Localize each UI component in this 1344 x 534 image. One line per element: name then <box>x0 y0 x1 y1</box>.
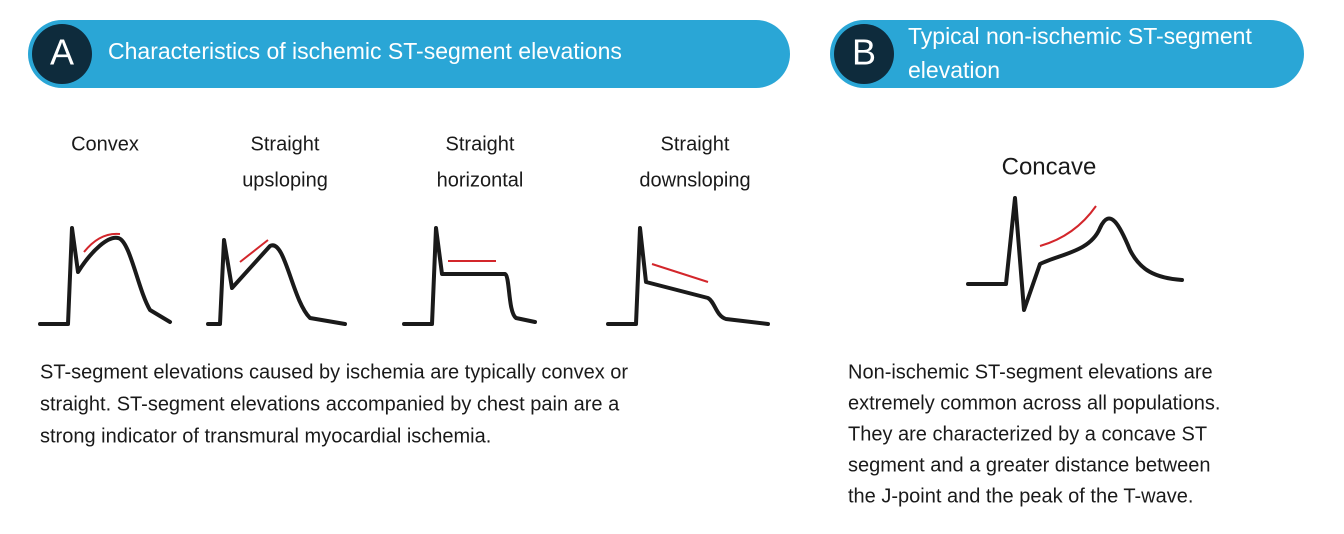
waveform <box>38 226 172 326</box>
waveform-label: Concave <box>1002 153 1097 180</box>
description-line: ST-segment elevations caused by ischemia… <box>40 361 628 383</box>
waveform-label: horizontal <box>437 169 524 191</box>
waveform-label: downsloping <box>639 169 750 191</box>
description-line: extremely common across all populations. <box>848 392 1220 414</box>
description-line: segment and a greater distance between <box>848 454 1210 476</box>
description-line: They are characterized by a concave ST <box>848 423 1207 445</box>
waveform <box>402 226 537 326</box>
panel-letter: A <box>50 32 74 73</box>
description-line: strong indicator of transmural myocardia… <box>40 425 491 447</box>
waveform-label: upsloping <box>242 169 328 191</box>
waveform-label: Straight <box>446 133 515 155</box>
waveform-label: Convex <box>71 133 139 155</box>
header-pill <box>830 20 1304 88</box>
panel-title: elevation <box>908 57 1000 83</box>
waveform-label: Straight <box>251 133 320 155</box>
waveform <box>206 238 347 326</box>
description-line: Non-ischemic ST-segment elevations are <box>848 361 1213 383</box>
description-line: the J-point and the peak of the T-wave. <box>848 485 1193 507</box>
st-marker <box>651 263 709 283</box>
letter-badge <box>32 24 92 84</box>
waveform-label: Straight <box>661 133 730 155</box>
letter-badge <box>834 24 894 84</box>
st-marker <box>239 239 269 263</box>
waveform <box>606 226 770 326</box>
st-marker <box>1039 205 1097 247</box>
panel-letter: B <box>852 32 876 73</box>
description-line: straight. ST-segment elevations accompan… <box>40 393 620 415</box>
panel-title: Characteristics of ischemic ST-segment e… <box>108 38 622 64</box>
panel-title: Typical non-ischemic ST-segment <box>908 23 1252 49</box>
waveform <box>966 196 1184 312</box>
header-pill <box>28 20 790 88</box>
st-marker <box>83 232 121 253</box>
